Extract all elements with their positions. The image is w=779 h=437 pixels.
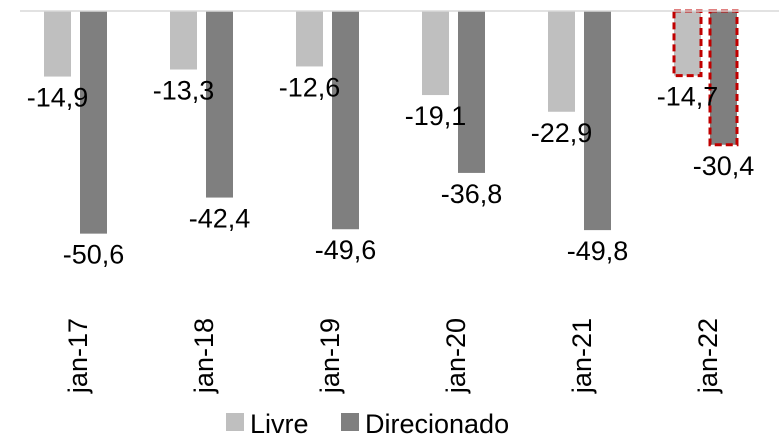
bar-direcionado-jan-17 — [80, 11, 107, 234]
data-label-livre-jan-22: -14,7 — [657, 82, 719, 112]
data-labels-layer: -14,9 -50,6 -13,3 -42,4 -12,6 -49,6 -19,1 -36,8… — [27, 72, 755, 269]
data-label-direcionado-jan-18: -42,4 — [189, 204, 251, 234]
legend-label-direcionado: Direcionado — [365, 409, 509, 437]
legend-swatch-livre — [226, 413, 244, 431]
bar-direcionado-jan-21 — [584, 11, 611, 231]
bar-direcionado-jan-19 — [332, 11, 359, 230]
data-label-livre-jan-20: -19,1 — [405, 101, 467, 131]
data-label-livre-jan-18: -13,3 — [153, 76, 215, 106]
category-label-jan-18: jan-18 — [189, 318, 219, 394]
data-label-direcionado-jan-21: -49,8 — [567, 236, 629, 266]
category-label-jan-22: jan-22 — [693, 318, 723, 394]
bar-livre-jan-19 — [296, 11, 323, 67]
bar-direcionado-jan-20 — [458, 11, 485, 173]
category-label-jan-20: jan-20 — [441, 318, 471, 394]
bar-livre-jan-17 — [44, 11, 71, 77]
bar-livre-jan-20 — [422, 11, 449, 96]
category-label-jan-17: jan-17 — [63, 318, 93, 394]
data-label-direcionado-jan-19: -49,6 — [315, 235, 377, 265]
category-label-jan-19: jan-19 — [315, 318, 345, 394]
bar-livre-jan-18 — [170, 11, 197, 70]
legend: Livre Direcionado — [226, 409, 509, 437]
category-labels-layer: jan-17 jan-18 jan-19 jan-20 jan-21 jan-22 — [63, 318, 723, 394]
bar-direcionado-jan-18 — [206, 11, 233, 198]
legend-label-livre: Livre — [250, 409, 309, 437]
bar-livre-jan-22 — [672, 9, 703, 78]
bar-direcionado-jan-22 — [708, 9, 739, 147]
legend-swatch-direcionado — [341, 413, 359, 431]
bars-layer — [44, 9, 739, 234]
bar-livre-jan-21 — [548, 11, 575, 112]
data-label-livre-jan-21: -22,9 — [531, 118, 593, 148]
data-label-direcionado-jan-22: -30,4 — [693, 151, 755, 181]
data-label-direcionado-jan-17: -50,6 — [63, 240, 125, 270]
data-label-direcionado-jan-20: -36,8 — [441, 179, 503, 209]
data-label-livre-jan-19: -12,6 — [279, 72, 341, 102]
category-label-jan-21: jan-21 — [567, 318, 597, 394]
data-label-livre-jan-17: -14,9 — [27, 83, 89, 113]
